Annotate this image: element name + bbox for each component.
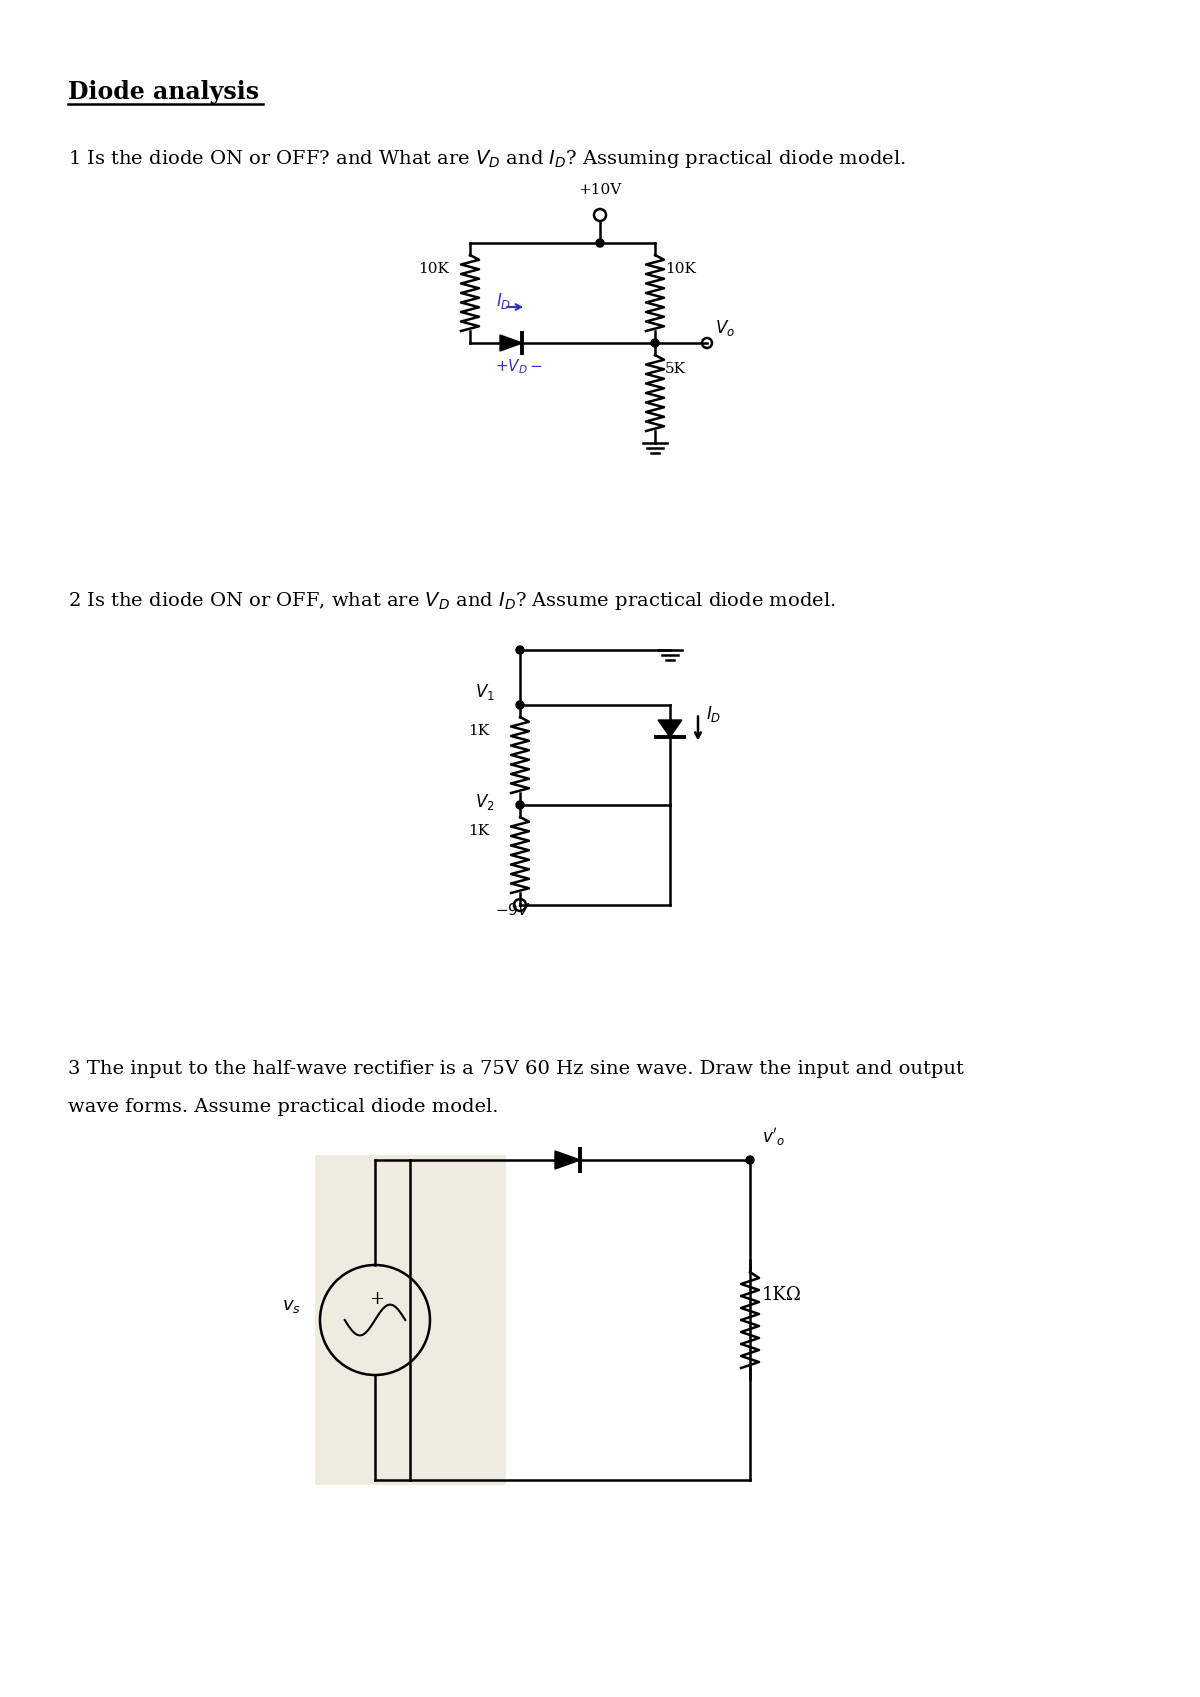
- Text: $V_1$: $V_1$: [475, 682, 494, 703]
- Text: $v_s$: $v_s$: [282, 1297, 301, 1315]
- Circle shape: [516, 801, 524, 809]
- Circle shape: [746, 1156, 754, 1164]
- Text: 10K: 10K: [418, 261, 449, 277]
- Bar: [314, 1156, 505, 1485]
- Text: $V_o$: $V_o$: [715, 317, 734, 338]
- Circle shape: [516, 701, 524, 709]
- Text: wave forms. Assume practical diode model.: wave forms. Assume practical diode model…: [68, 1098, 498, 1117]
- Text: +10V: +10V: [578, 183, 622, 197]
- Text: 1KΩ: 1KΩ: [762, 1286, 802, 1303]
- Text: 5K: 5K: [665, 361, 686, 377]
- Circle shape: [596, 239, 604, 248]
- Circle shape: [516, 647, 524, 653]
- Circle shape: [650, 339, 659, 346]
- Text: 3 The input to the half-wave rectifier is a 75V 60 Hz sine wave. Draw the input : 3 The input to the half-wave rectifier i…: [68, 1061, 964, 1078]
- Text: $I_D$: $I_D$: [497, 290, 511, 311]
- Text: 10K: 10K: [665, 261, 696, 277]
- Text: 2 Is the diode ON or OFF, what are $V_D$ and $I_D$? Assume practical diode model: 2 Is the diode ON or OFF, what are $V_D$…: [68, 591, 835, 613]
- Polygon shape: [500, 334, 522, 351]
- Text: Diode analysis: Diode analysis: [68, 80, 259, 104]
- Text: 1 Is the diode ON or OFF? and What are $V_D$ and $I_D$? Assuming practical diode: 1 Is the diode ON or OFF? and What are $…: [68, 148, 906, 170]
- Text: 1K: 1K: [468, 725, 490, 738]
- Text: $v'_o$: $v'_o$: [762, 1125, 785, 1147]
- Text: $V_2$: $V_2$: [475, 792, 494, 811]
- Polygon shape: [658, 720, 682, 736]
- Polygon shape: [554, 1151, 581, 1169]
- Text: 1K: 1K: [468, 825, 490, 838]
- Text: $+ V_D -$: $+ V_D -$: [496, 356, 544, 375]
- Text: $-9V$: $-9V$: [496, 903, 530, 918]
- Text: $I_D$: $I_D$: [706, 704, 721, 723]
- Text: +: +: [370, 1290, 384, 1308]
